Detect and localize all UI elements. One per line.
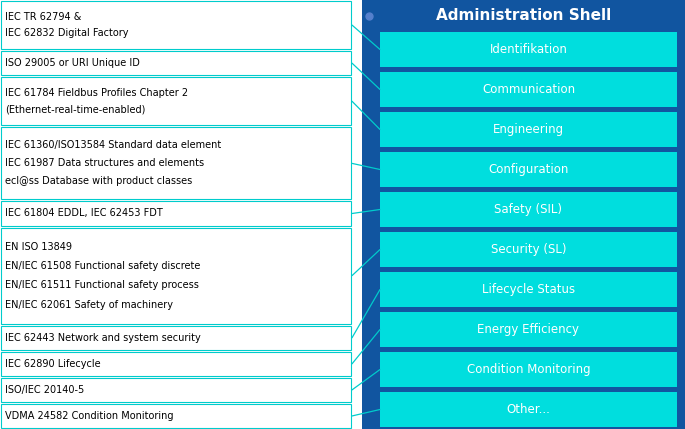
Bar (380, 192, 677, 227)
Bar (1, 51, 351, 75)
Text: IEC 61784 Fieldbus Profiles Chapter 2: IEC 61784 Fieldbus Profiles Chapter 2 (5, 88, 188, 98)
Bar (1, 404, 351, 428)
Bar (380, 32, 677, 67)
Text: EN/IEC 61511 Functional safety process: EN/IEC 61511 Functional safety process (5, 280, 199, 290)
Text: IEC 62832 Digital Factory: IEC 62832 Digital Factory (5, 28, 129, 38)
Text: (Ethernet-real-time-enabled): (Ethernet-real-time-enabled) (5, 104, 145, 114)
Text: ecl@ss Database with product classes: ecl@ss Database with product classes (5, 176, 192, 187)
Bar (380, 232, 677, 267)
Text: Configuration: Configuration (488, 163, 569, 176)
Text: Security (SL): Security (SL) (490, 243, 566, 256)
Bar (1, 227, 351, 324)
Text: IEC 62890 Lifecycle: IEC 62890 Lifecycle (5, 359, 101, 369)
Text: ISO/IEC 20140-5: ISO/IEC 20140-5 (5, 385, 84, 395)
Text: IEC 61987 Data structures and elements: IEC 61987 Data structures and elements (5, 158, 204, 168)
Text: EN/IEC 62061 Safety of machinery: EN/IEC 62061 Safety of machinery (5, 299, 173, 309)
Text: ISO 29005 or URI Unique ID: ISO 29005 or URI Unique ID (5, 58, 140, 68)
Text: Communication: Communication (482, 83, 575, 96)
Bar (1, 1, 351, 49)
Text: IEC 61804 EDDL, IEC 62453 FDT: IEC 61804 EDDL, IEC 62453 FDT (5, 208, 163, 218)
Bar (1, 326, 351, 350)
Bar (380, 352, 677, 387)
Text: IEC 62443 Network and system security: IEC 62443 Network and system security (5, 333, 201, 343)
Bar (1, 352, 351, 376)
Bar (380, 112, 677, 147)
Bar (380, 312, 677, 347)
Bar (1, 378, 351, 402)
Text: Administration Shell: Administration Shell (436, 9, 611, 24)
Bar (1, 77, 351, 125)
Text: Lifecycle Status: Lifecycle Status (482, 283, 575, 296)
Text: Identifikation: Identifikation (490, 43, 567, 56)
Text: Engineering: Engineering (493, 123, 564, 136)
Text: Other...: Other... (507, 403, 551, 416)
Text: Condition Monitoring: Condition Monitoring (466, 363, 590, 376)
Bar (380, 392, 677, 427)
Text: EN/IEC 61508 Functional safety discrete: EN/IEC 61508 Functional safety discrete (5, 261, 201, 271)
Bar (1, 202, 351, 226)
Text: EN ISO 13849: EN ISO 13849 (5, 242, 72, 252)
Text: VDMA 24582 Condition Monitoring: VDMA 24582 Condition Monitoring (5, 411, 173, 421)
Bar (1, 127, 351, 199)
Text: IEC TR 62794 &: IEC TR 62794 & (5, 12, 82, 22)
Bar (380, 272, 677, 307)
Bar (380, 72, 677, 107)
Text: IEC 61360/ISO13584 Standard data element: IEC 61360/ISO13584 Standard data element (5, 140, 221, 150)
Text: Safety (SIL): Safety (SIL) (495, 203, 562, 216)
Bar (380, 152, 677, 187)
Bar (362, 0, 685, 429)
Text: Energy Efficiency: Energy Efficiency (477, 323, 580, 336)
